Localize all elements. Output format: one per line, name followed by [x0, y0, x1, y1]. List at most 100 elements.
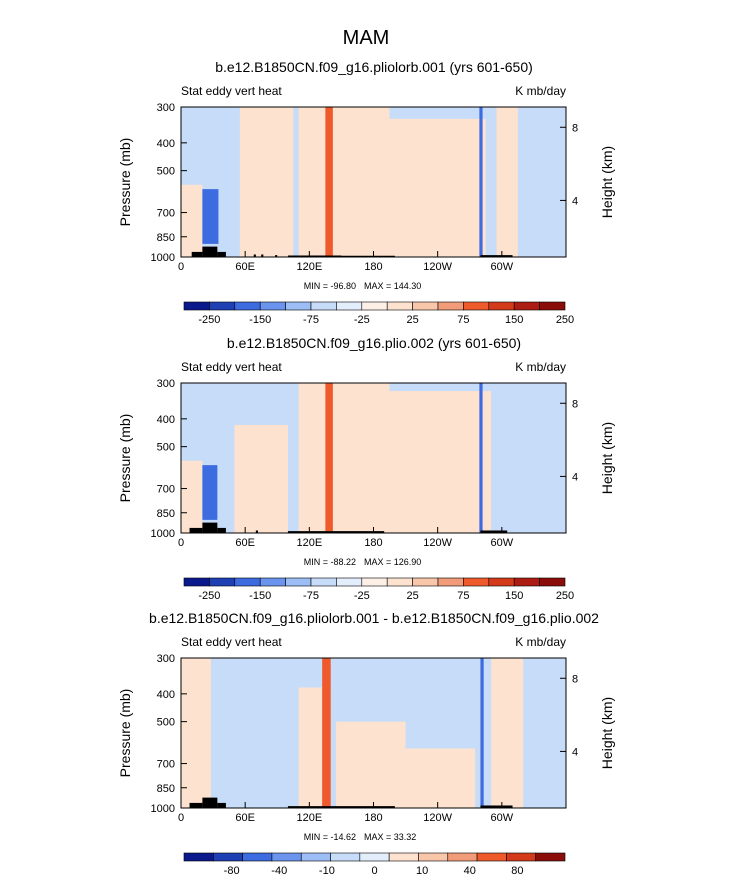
y-tick-label: 500	[157, 717, 175, 729]
x-tick-label: 120W	[423, 812, 452, 824]
colorbar-swatch	[463, 577, 490, 587]
height-axis-label: Height (km)	[599, 697, 615, 769]
height-tick-label: 4	[572, 195, 578, 207]
colorbar-swatch	[183, 852, 214, 862]
colorbar-swatch	[336, 577, 363, 587]
colorbar-label: -40	[271, 865, 287, 877]
panel-1-right-label: K mb/day	[515, 84, 566, 98]
topography-3	[287, 806, 395, 808]
y-tick-label: 1000	[151, 252, 175, 264]
shade-region-1	[181, 658, 211, 808]
panel-3-min: MIN = -14.62	[304, 832, 356, 842]
y-tick-label: 500	[157, 442, 175, 454]
shade-region-6	[202, 189, 219, 244]
topography-1	[202, 246, 218, 257]
x-tick-label: 180	[364, 261, 382, 273]
colorbar-label: 250	[556, 590, 574, 602]
x-tick-label: 120W	[423, 537, 452, 549]
topography-0	[189, 802, 203, 808]
colorbar-swatch	[535, 852, 566, 862]
colorbar-swatch	[242, 852, 273, 862]
topography-5	[275, 255, 278, 257]
height-tick-label: 4	[572, 746, 578, 758]
shade-region-4	[400, 748, 476, 808]
x-tick-label: 120W	[423, 261, 452, 273]
colorbar-swatch	[418, 852, 449, 862]
season-title: MAM	[343, 27, 390, 49]
colorbar-swatch	[259, 577, 286, 587]
shade-region-5	[202, 465, 218, 520]
panel-2-right-label: K mb/day	[515, 360, 566, 374]
shade-region-5	[491, 658, 524, 808]
height-tick-label: 8	[572, 122, 578, 134]
colorbar-swatch	[310, 577, 337, 587]
panel-1-left-label: Stat eddy vert heat	[181, 84, 282, 98]
x-tick-label: 120E	[296, 812, 322, 824]
panel-3-title: b.e12.B1850CN.f09_g16.pliolorb.001 - b.e…	[149, 610, 599, 626]
topography-0	[189, 527, 203, 533]
colorbar-swatch	[209, 577, 236, 587]
colorbar-swatch	[386, 577, 413, 587]
colorbar-swatch	[488, 577, 515, 587]
topography-3	[253, 254, 256, 257]
height-tick-label: 4	[572, 471, 578, 483]
x-tick-label: 60W	[491, 812, 514, 824]
colorbar-swatch	[183, 577, 210, 587]
colorbar-label: -150	[249, 314, 271, 326]
colorbar-label: 25	[406, 590, 418, 602]
shade-region-3	[352, 391, 492, 533]
topography-4	[261, 254, 264, 257]
y-tick-label: 1000	[151, 803, 175, 815]
shade-region-6	[322, 658, 331, 808]
x-tick-label: 180	[364, 812, 382, 824]
colorbar-swatch	[412, 577, 439, 587]
height-axis-label: Height (km)	[599, 146, 615, 218]
colorbar-swatch	[234, 301, 261, 311]
shade-region-3	[336, 721, 406, 808]
colorbar-label: 40	[464, 865, 476, 877]
panel-3: b.e12.B1850CN.f09_g16.pliolorb.001 - b.e…	[117, 610, 615, 877]
shaded-field	[181, 658, 566, 808]
panel-3-right-label: K mb/day	[515, 635, 566, 649]
shade-region-7	[325, 107, 333, 257]
colorbar-label: 250	[556, 314, 574, 326]
topography-5	[480, 530, 508, 533]
x-tick-label: 120E	[296, 261, 322, 273]
shaded-field	[181, 383, 566, 533]
shaded-field	[181, 107, 566, 257]
colorbar-swatch	[330, 852, 361, 862]
colorbar-swatch	[285, 577, 312, 587]
colorbar-swatch	[513, 577, 540, 587]
y-tick-label: 300	[157, 378, 175, 390]
x-tick-label: 0	[178, 537, 184, 549]
colorbar-label: -25	[354, 590, 370, 602]
colorbar-swatch	[476, 852, 507, 862]
topography-6	[287, 255, 342, 257]
y-tick-label: 850	[157, 783, 175, 795]
topography-4	[480, 805, 513, 808]
x-tick-label: 60E	[235, 537, 255, 549]
panel-1-min: MIN = -96.80	[304, 281, 356, 291]
topography-3	[255, 530, 258, 533]
y-tick-label: 700	[157, 759, 175, 771]
y-tick-label: 500	[157, 166, 175, 178]
panel-3-colorbar: -80 -40 -10 0 10 40 80	[183, 852, 566, 877]
y-tick-label: 700	[157, 484, 175, 496]
shade-region-4	[496, 107, 518, 257]
colorbar-label: -250	[198, 314, 220, 326]
y-tick-label: 850	[157, 508, 175, 520]
colorbar-swatch	[513, 301, 540, 311]
x-tick-label: 0	[178, 812, 184, 824]
colorbar-swatch	[271, 852, 302, 862]
shade-region-7	[479, 383, 483, 533]
colorbar-label: 10	[416, 865, 428, 877]
y-tick-label: 300	[157, 653, 175, 665]
y-tick-label: 850	[157, 232, 175, 244]
colorbar-swatch	[463, 301, 490, 311]
y-tick-label: 300	[157, 102, 175, 114]
shade-region-1	[239, 107, 294, 257]
colorbar-swatch	[300, 852, 331, 862]
colorbar-swatch	[437, 301, 464, 311]
